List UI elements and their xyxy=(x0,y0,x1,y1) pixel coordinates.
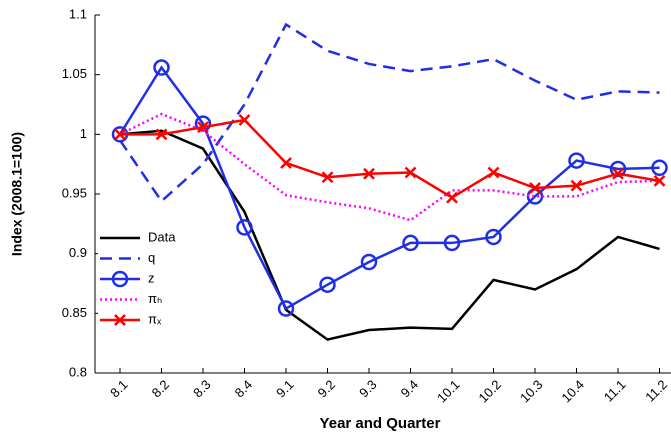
marker xyxy=(651,159,668,176)
marker xyxy=(443,234,461,252)
series-line xyxy=(119,129,660,341)
y-tick-label: 0.8 xyxy=(69,364,87,379)
marker xyxy=(280,157,292,169)
marker xyxy=(277,300,295,317)
x-tick-label: 8.3 xyxy=(190,377,213,400)
x-tick-label: 10.4 xyxy=(559,377,588,406)
x-tick-label: 10.1 xyxy=(434,377,463,406)
x-tick-label: 8.1 xyxy=(107,377,130,400)
x-tick-label: 9.1 xyxy=(273,377,296,400)
marker xyxy=(485,228,502,246)
series-line xyxy=(118,65,660,311)
marker xyxy=(236,219,253,236)
series-line xyxy=(119,112,660,222)
y-axis-label: Index (2008.1=100) xyxy=(9,132,25,256)
marker xyxy=(402,234,419,252)
x-tick-label: 9.3 xyxy=(356,377,379,400)
marker xyxy=(570,179,583,192)
x-axis-label: Year and Quarter xyxy=(320,415,441,432)
series-line xyxy=(120,118,660,200)
marker xyxy=(114,314,126,326)
legend-label: q xyxy=(148,250,155,265)
marker xyxy=(609,160,627,178)
legend-label: z xyxy=(148,270,155,285)
y-tick-label: 1.05 xyxy=(62,66,87,81)
x-tick-label: 9.4 xyxy=(398,377,421,400)
y-tick-label: 0.9 xyxy=(69,245,87,260)
marker xyxy=(321,171,334,184)
marker xyxy=(529,182,541,194)
legend-label: πₕ xyxy=(148,291,162,306)
marker xyxy=(612,167,624,180)
marker xyxy=(238,114,251,126)
y-tick-label: 0.85 xyxy=(62,305,87,320)
marker xyxy=(404,166,417,179)
y-tick-label: 1.1 xyxy=(69,6,87,21)
x-tick-label: 11.2 xyxy=(642,377,670,405)
y-tick-label: 0.95 xyxy=(62,185,87,200)
x-tick-label: 10.3 xyxy=(517,377,546,406)
marker xyxy=(153,59,170,76)
marker xyxy=(155,128,168,141)
marker xyxy=(360,253,378,271)
marker xyxy=(487,166,500,179)
marker xyxy=(363,167,375,180)
x-tick-label: 10.2 xyxy=(476,377,505,406)
marker xyxy=(653,174,666,187)
y-tick-label: 1 xyxy=(80,126,87,141)
marker xyxy=(111,270,129,288)
series-line xyxy=(118,22,660,204)
x-tick-label: 8.2 xyxy=(149,377,172,400)
marker xyxy=(319,276,336,293)
marker xyxy=(197,121,209,134)
legend-label: πₓ xyxy=(148,311,162,326)
marker xyxy=(114,128,126,141)
legend-label: Data xyxy=(148,229,176,244)
marker xyxy=(446,191,458,204)
x-tick-label: 9.2 xyxy=(315,377,338,400)
x-tick-label: 11.1 xyxy=(601,377,629,405)
x-tick-label: 8.4 xyxy=(232,377,255,400)
marker xyxy=(568,152,585,169)
